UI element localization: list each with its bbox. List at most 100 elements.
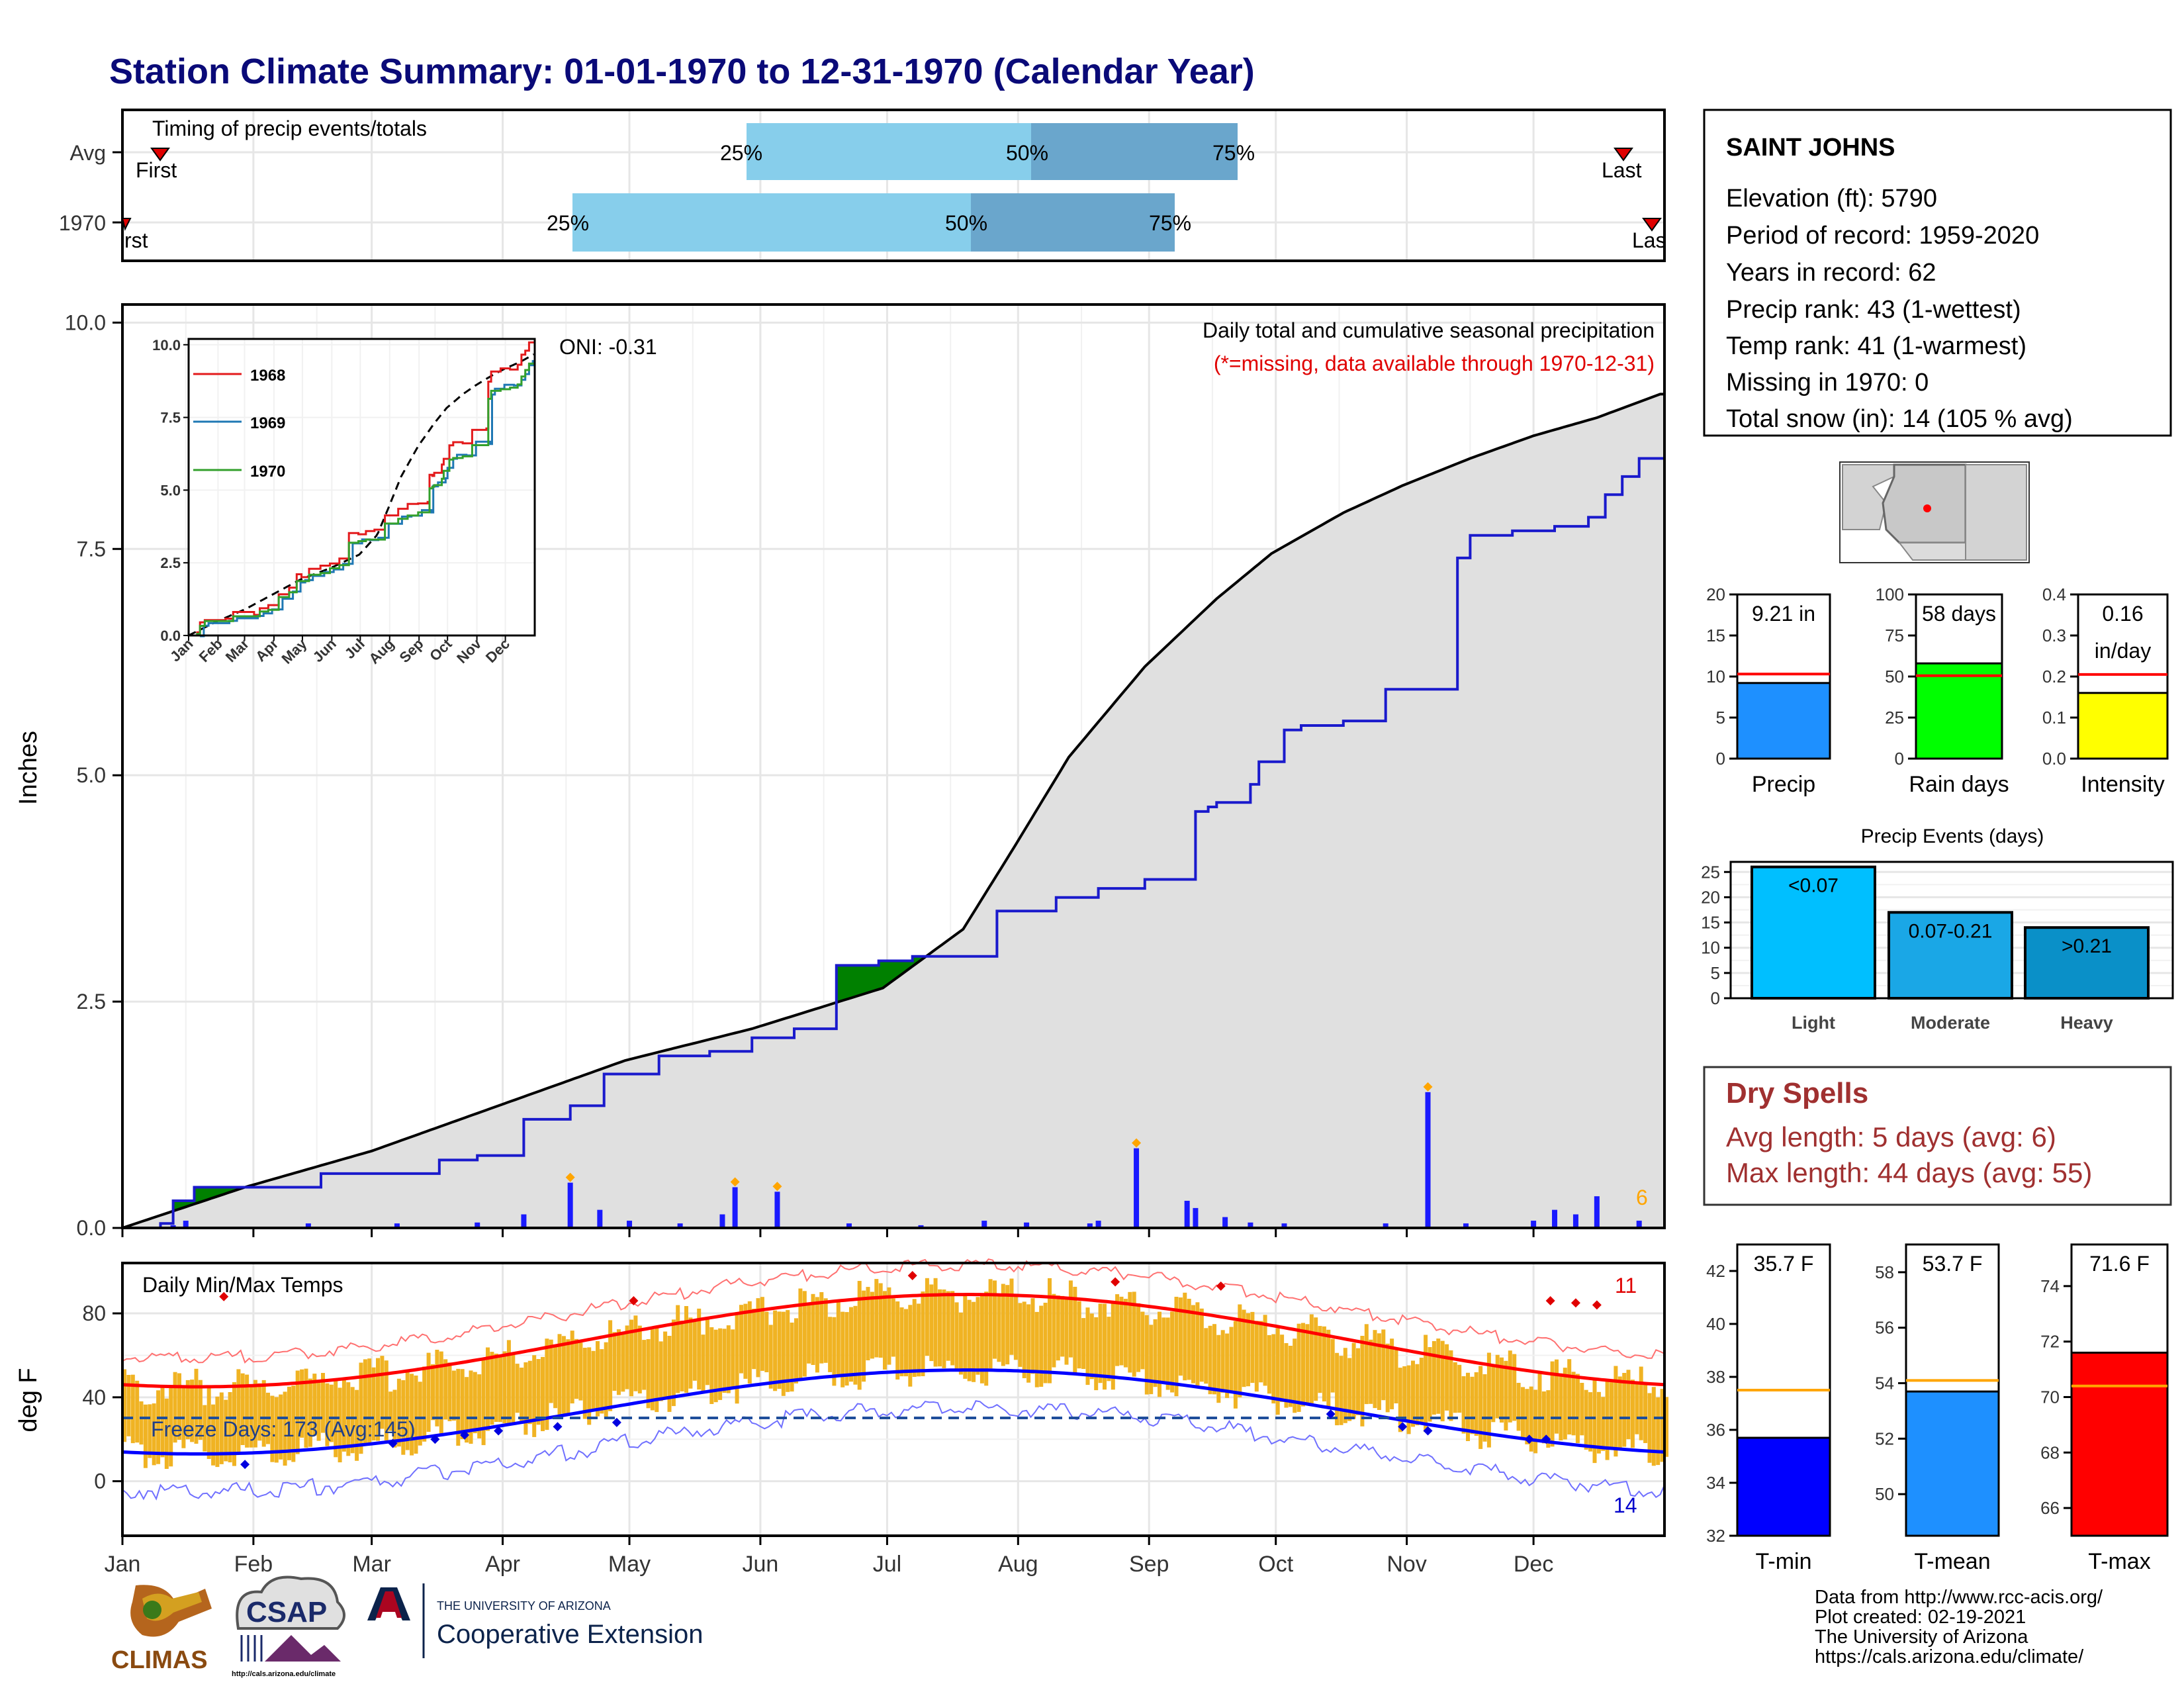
daily-temp-bar [883,1291,887,1370]
credit-university: The University of Arizona [1815,1626,2028,1648]
bar-tick-label: 0 [1716,749,1725,769]
daily-temp-bar [367,1358,372,1444]
inset-1969-line [192,357,536,637]
departure-sliver [228,1187,233,1193]
departure-sliver [849,965,854,999]
daily-temp-bar [1195,1302,1200,1386]
month-label: Jun [743,1552,779,1577]
station-name: SAINT JOHNS [1726,134,1895,162]
summary-bar-precip: 9.21 in Precip 0 5 10 15 20 [1706,585,1831,797]
daily-temp-bar [194,1368,199,1444]
daily-temp-bar [270,1395,275,1462]
daily-temp-bar [341,1380,346,1452]
daily-temp-bar [671,1319,676,1407]
station-precip-rank: Precip rank: 43 (1-wettest) [1726,296,2021,324]
bar-name-label: Rain days [1909,772,2009,797]
max-precip-marker [772,1182,782,1192]
daily-temp-bar [338,1387,342,1463]
precip-count-label: 6 [1636,1186,1648,1209]
month-label: Oct [1258,1552,1293,1577]
daily-temp-bar [1351,1342,1356,1419]
daily-temp-bar [350,1387,355,1454]
daily-temp-bar [130,1374,135,1444]
avg-first-label: First [136,158,177,182]
daily-temp-bar [456,1368,461,1446]
daily-temp-bar [1555,1359,1559,1434]
daily-temp-bar [283,1391,287,1466]
daily-temp-bar [1639,1366,1643,1440]
daily-temp-bar [823,1298,828,1363]
daily-temp-bar [523,1362,528,1435]
record-low-marker [430,1434,440,1444]
daily-temp-bar [1605,1380,1610,1460]
daily-precip-bar [846,1223,852,1228]
daily-temp-bar [469,1370,473,1444]
daily-temp-bar [1128,1291,1132,1373]
daily-temp-bar [355,1389,359,1461]
daily-temp-bar [291,1385,296,1462]
bar-tick-label: 34 [1706,1473,1725,1493]
daily-temp-bar [655,1328,659,1413]
daily-temp-bar [1144,1315,1149,1395]
daily-temp-bar [1073,1286,1077,1373]
station-location-dot [1923,504,1931,512]
record-high-marker [629,1296,639,1306]
daily-temp-bar [1178,1297,1183,1376]
daily-temp-bar [274,1397,279,1463]
daily-precip-bar [732,1187,738,1228]
departure-sliver [899,961,905,976]
bar-tick-label: 25 [1885,708,1904,727]
daily-temp-bar [371,1367,376,1441]
daily-temp-bar [431,1364,435,1421]
bar-name-label: Intensity [2081,772,2165,797]
daily-temp-bar [177,1373,181,1440]
daily-temp-bar [215,1396,220,1468]
bar-tick-label: 0.0 [2042,749,2066,769]
daily-temp-bar [321,1373,325,1433]
daily-temp-bar [308,1378,312,1447]
daily-temp-bar [1107,1317,1111,1382]
bar-tick-label: 5 [1716,708,1725,727]
daily-temp-bar [447,1362,452,1421]
record-low-marker [388,1438,398,1448]
daily-temp-bar [520,1368,524,1423]
station-period: Period of record: 1959-2020 [1726,222,2039,250]
daily-temp-bar [1516,1383,1521,1431]
credit-url: https://cals.arizona.edu/climate/ [1815,1646,2084,1667]
daily-temp-bar [1584,1389,1588,1450]
daily-temp-bar [1347,1358,1352,1421]
daily-temp-bar [1614,1366,1618,1457]
daily-temp-bar [646,1339,651,1409]
daily-temp-bar [1508,1350,1512,1423]
departure-sliver [904,961,909,973]
departure-sliver [211,1187,216,1199]
daily-precip-bar [1383,1223,1388,1228]
events-tick-label: 0 [1711,988,1720,1008]
oni-label: ONI: -0.31 [559,335,657,359]
daily-temp-bar [1039,1305,1044,1387]
daily-temp-bar [527,1360,532,1425]
daily-precip-bar [1572,1214,1578,1228]
bar-tick-label: 50 [1885,667,1904,686]
daily-temp-bar [849,1307,853,1382]
daily-temp-bar [1254,1321,1259,1392]
daily-temp-bar [143,1404,148,1468]
daily-temp-bar [1068,1280,1073,1358]
bar-value-label: 9.21 in [1752,602,1815,626]
daily-precip-bar [627,1221,633,1228]
daily-temp-bar [1588,1392,1593,1452]
daily-temp-bar [1402,1366,1407,1421]
daily-temp-bar [904,1309,908,1377]
daily-temp-bar [1411,1360,1415,1427]
y1970-bar-light [572,193,971,252]
departure-sliver [891,961,896,982]
daily-temp-bar [718,1328,723,1400]
daily-temp-bar [245,1374,250,1448]
daily-temp-bar [815,1297,819,1373]
departure-sliver [173,1201,178,1211]
daily-temp-bar [498,1354,503,1423]
events-tick-label: 5 [1711,963,1720,983]
daily-temp-bar [1525,1389,1529,1444]
daily-temp-bar [1575,1374,1580,1443]
daily-temp-bar [211,1404,216,1466]
